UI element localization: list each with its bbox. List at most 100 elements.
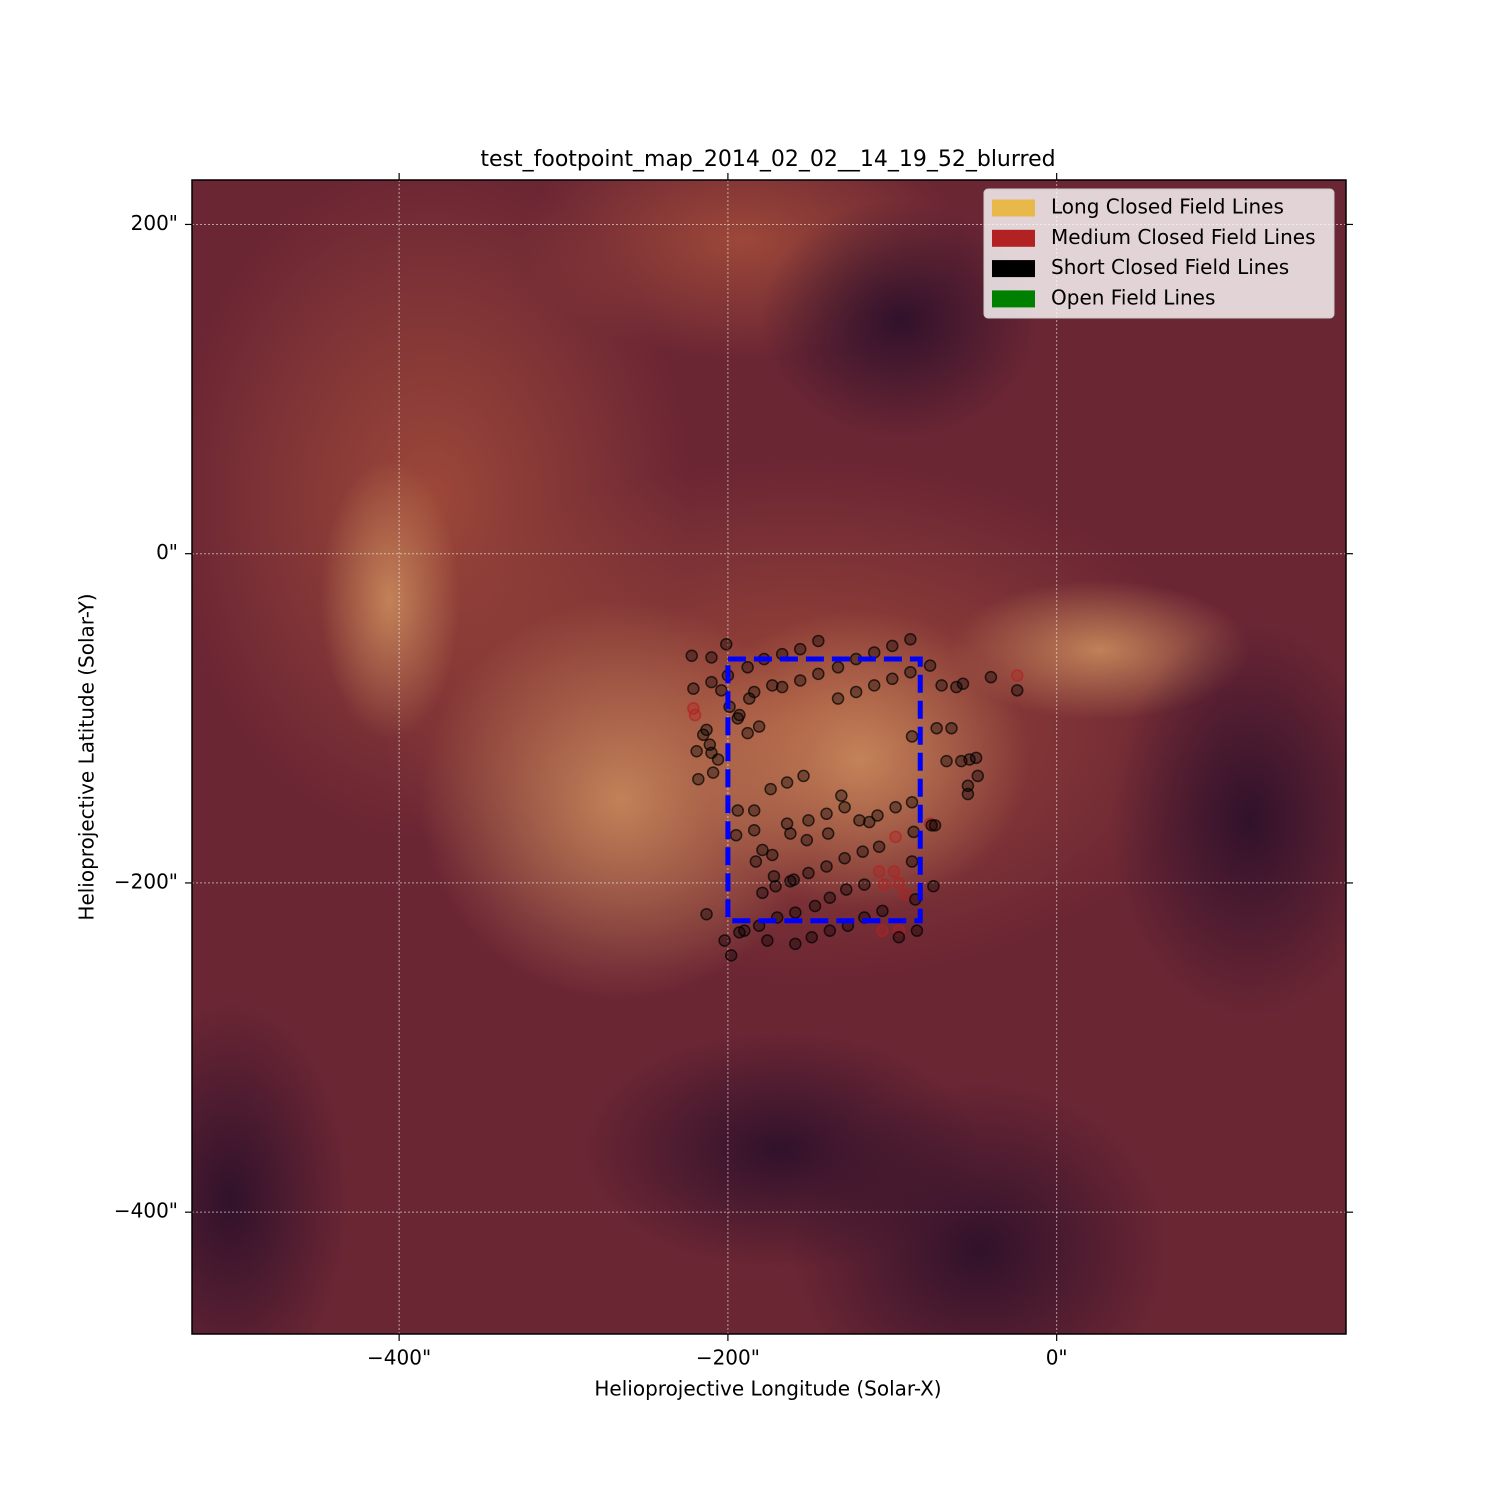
scatter-point: [733, 708, 746, 722]
scatter-point: [764, 782, 777, 796]
scatter-point: [715, 684, 728, 697]
scatter-point: [749, 855, 763, 868]
scatter-point: [705, 675, 718, 689]
legend: Long Closed Field Lines Medium Closed Fie…: [983, 188, 1335, 319]
scatter-point: [1010, 669, 1024, 682]
chart-title: test_footpoint_map_2014_02_02__14_19_52_…: [480, 147, 1055, 172]
legend-swatch: [992, 290, 1035, 308]
scatter-point: [752, 720, 766, 733]
scatter-point: [905, 730, 919, 743]
scatter-point: [940, 754, 953, 768]
legend-swatch: [992, 199, 1035, 217]
scatter-point: [831, 661, 845, 674]
legend-label: Open Field Lines: [1051, 285, 1215, 309]
scatter-point: [945, 721, 958, 735]
scatter-point: [688, 708, 702, 722]
scatter-point: [863, 815, 876, 829]
scatter-point: [887, 865, 901, 878]
image-region: [320, 460, 460, 740]
scatter-point: [904, 665, 917, 679]
scatter-point: [789, 937, 802, 951]
y-tick-label: −400": [114, 1199, 178, 1223]
scatter-point: [838, 851, 851, 865]
legend-label: Medium Closed Field Lines: [1051, 225, 1315, 249]
scatter-point: [706, 766, 720, 779]
scatter-point: [835, 789, 848, 802]
legend-swatch: [992, 229, 1035, 247]
scatter-point: [692, 772, 705, 786]
scatter-point: [738, 924, 751, 937]
scatter-point: [700, 723, 713, 737]
scatter-point: [747, 804, 761, 817]
scatter-point: [700, 907, 713, 921]
scatter-point: [820, 807, 833, 821]
scatter-point: [889, 800, 902, 814]
scatter-point: [867, 646, 881, 659]
scatter-point: [780, 817, 794, 830]
scatter-point: [747, 824, 761, 837]
scatter-point: [923, 659, 937, 672]
x-tick-label: −400": [367, 1346, 431, 1370]
region-box: [725, 656, 923, 924]
scatter-point: [950, 680, 963, 694]
scatter-point: [872, 840, 886, 853]
legend-label: Long Closed Field Lines: [1051, 195, 1284, 219]
image-region: [690, 610, 1030, 910]
scatter-point: [849, 685, 863, 699]
image-region: [1110, 620, 1346, 1020]
scatter-point: [711, 753, 725, 766]
image-region: [192, 1000, 350, 1334]
scatter-point: [812, 667, 825, 681]
scatter-point: [756, 843, 769, 857]
scatter-point: [780, 776, 794, 789]
image-region: [760, 200, 1040, 440]
y-tick-label: −200": [114, 869, 178, 893]
scatter-point: [823, 891, 837, 905]
legend-swatch: [992, 260, 1035, 278]
scatter-point: [741, 726, 754, 740]
y-tick-label: 200": [131, 211, 178, 235]
scatter-point: [856, 845, 869, 858]
scatter-point: [984, 670, 998, 684]
scatter-point: [747, 685, 761, 699]
solar-image: [192, 180, 1346, 1334]
scatter-point: [910, 924, 924, 937]
x-tick-label: −200": [696, 1346, 760, 1370]
scatter-point: [718, 934, 731, 947]
plot-frame: [191, 179, 1347, 1335]
image-region: [580, 1030, 980, 1270]
scatter-point: [971, 769, 985, 783]
scatter-point: [871, 809, 884, 822]
legend-label: Short Closed Field Lines: [1051, 255, 1289, 279]
scatter-point: [823, 924, 837, 937]
scatter-point: [769, 879, 782, 893]
scatter-point: [925, 819, 938, 832]
scatter-point: [820, 860, 833, 873]
scatter-point: [892, 924, 906, 937]
scatter-point: [805, 931, 818, 944]
scatter-point: [797, 769, 810, 783]
scatter-point: [756, 886, 769, 900]
scatter-point: [724, 949, 738, 962]
scatter-point: [930, 721, 943, 735]
scatter-point: [741, 661, 754, 674]
scatter-point: [831, 692, 845, 705]
marks: [685, 633, 1024, 962]
scatter-point: [838, 800, 851, 814]
scatter-point: [705, 651, 718, 664]
scatter-point: [793, 674, 807, 687]
scatter-point: [935, 679, 948, 692]
scatter-point: [904, 633, 917, 646]
scatter-point: [905, 796, 919, 809]
scatter-point: [1010, 684, 1024, 697]
scatter-point: [905, 855, 919, 868]
scatter-point: [892, 876, 906, 890]
scatter-point: [899, 888, 912, 901]
scatter-point: [961, 787, 975, 801]
scatter-point: [729, 828, 743, 842]
scatter-point: [876, 904, 889, 918]
scatter-point: [853, 814, 866, 827]
scatter-point: [766, 848, 779, 862]
scatter-point: [767, 870, 781, 883]
